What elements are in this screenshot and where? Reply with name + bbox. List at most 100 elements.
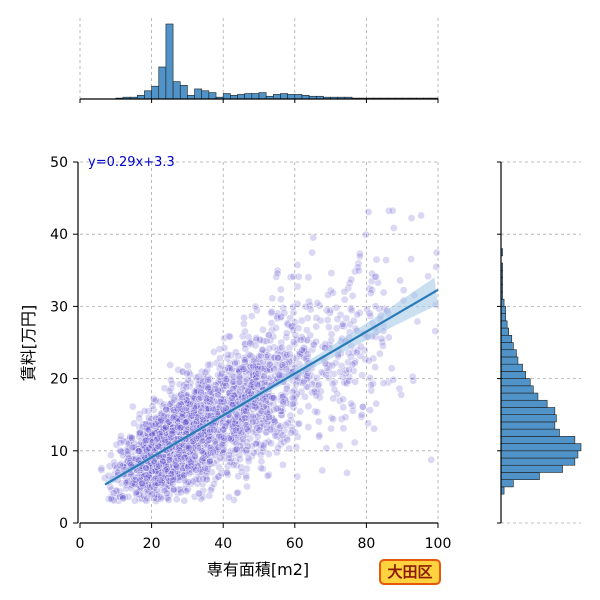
scatter-point — [274, 443, 282, 452]
scatter-point — [116, 436, 125, 444]
scatter-point — [251, 341, 260, 350]
scatter-point — [198, 436, 207, 445]
scatter-point — [184, 443, 193, 452]
scatter-point — [192, 465, 200, 474]
x-tick-label: 100 — [425, 536, 452, 552]
xhist-bar — [251, 93, 260, 100]
scatter-point — [209, 448, 217, 457]
scatter-point — [112, 440, 121, 449]
scatter-point — [216, 354, 224, 363]
scatter-point — [315, 417, 323, 426]
scatter-point — [204, 360, 212, 369]
scatter-point — [187, 458, 195, 467]
scatter-point — [364, 208, 373, 216]
scatter-point — [122, 484, 130, 493]
scatter-point — [336, 368, 345, 376]
scatter-point — [184, 376, 192, 384]
scatter-point — [277, 285, 285, 294]
scatter-point — [265, 360, 274, 369]
scatter-point — [107, 494, 115, 503]
scatter-point — [339, 403, 348, 412]
scatter-point — [432, 248, 441, 257]
scatter-point — [396, 276, 404, 285]
scatter-point — [174, 485, 182, 494]
regression-equation: y=0.29x+3.3 — [88, 155, 175, 170]
scatter-point — [128, 443, 137, 452]
scatter-point — [230, 419, 239, 428]
scatter-point — [327, 424, 335, 433]
scatter-point — [322, 306, 331, 315]
yhist-bar — [500, 407, 556, 416]
scatter-point — [249, 448, 258, 457]
scatter-point — [138, 479, 146, 488]
scatter-point — [218, 440, 226, 449]
scatter-point — [97, 464, 106, 473]
scatter-point — [313, 408, 322, 417]
scatter-point — [263, 472, 272, 480]
scatter-point — [223, 350, 232, 359]
scatter-point — [253, 432, 262, 441]
xhist-bar — [194, 88, 203, 100]
scatter-point — [278, 431, 287, 440]
scatter-point — [289, 326, 298, 335]
yhist-bar — [500, 378, 531, 387]
scatter-point — [172, 495, 181, 504]
yhist-bar — [500, 363, 523, 372]
scatter-point — [351, 377, 359, 386]
scatter-point — [282, 365, 291, 374]
xhist-bar — [172, 81, 181, 100]
scatter-point — [293, 472, 302, 481]
scatter-point — [154, 442, 163, 450]
scatter-point — [313, 299, 322, 307]
scatter-point — [367, 381, 375, 389]
scatter-point — [370, 424, 378, 433]
scatter-point — [181, 418, 190, 427]
scatter-point — [238, 363, 247, 372]
scatter-point — [241, 414, 249, 422]
scatter-point — [199, 486, 207, 495]
scatter-point — [329, 394, 338, 403]
xhist-bar — [294, 94, 303, 100]
scatter-point — [330, 385, 339, 394]
yhist-bar — [500, 334, 513, 343]
scatter-point — [304, 423, 313, 431]
scatter-point — [135, 432, 143, 441]
scatter-point — [223, 468, 231, 477]
scatter-point — [237, 468, 246, 476]
scatter-point — [289, 400, 297, 408]
scatter-point — [327, 330, 336, 339]
scatter-point — [244, 454, 253, 463]
scatter-point — [304, 273, 313, 282]
scatter-point — [160, 384, 169, 393]
scatter-point — [199, 415, 207, 424]
scatter-point — [108, 492, 116, 501]
scatter-point — [162, 493, 171, 502]
scatter-point — [324, 291, 332, 299]
scatter-point — [249, 417, 257, 426]
scatter-point — [180, 496, 189, 505]
scatter-point — [303, 314, 312, 322]
scatter-point — [179, 368, 187, 376]
scatter-point — [267, 307, 276, 316]
scatter-point — [293, 261, 302, 269]
scatter-point — [229, 461, 238, 469]
yhist-bar — [500, 479, 514, 488]
yhist-bar — [500, 385, 534, 394]
scatter-point — [148, 402, 157, 410]
xhist-bar — [201, 90, 210, 100]
scatter-point — [210, 480, 218, 488]
xhist-bar — [222, 93, 231, 100]
scatter-point — [167, 470, 175, 478]
scatter-point — [389, 375, 398, 384]
scatter-point — [234, 352, 242, 360]
scatter-point — [235, 373, 244, 382]
scatter-point — [308, 380, 316, 388]
scatter-point — [122, 478, 130, 487]
yhist-bar — [500, 313, 506, 322]
scatter-point — [349, 316, 358, 325]
xhist-bar — [165, 23, 174, 100]
xhist-bar — [273, 94, 281, 100]
scatter-point — [246, 381, 255, 389]
scatter-point — [282, 329, 291, 338]
